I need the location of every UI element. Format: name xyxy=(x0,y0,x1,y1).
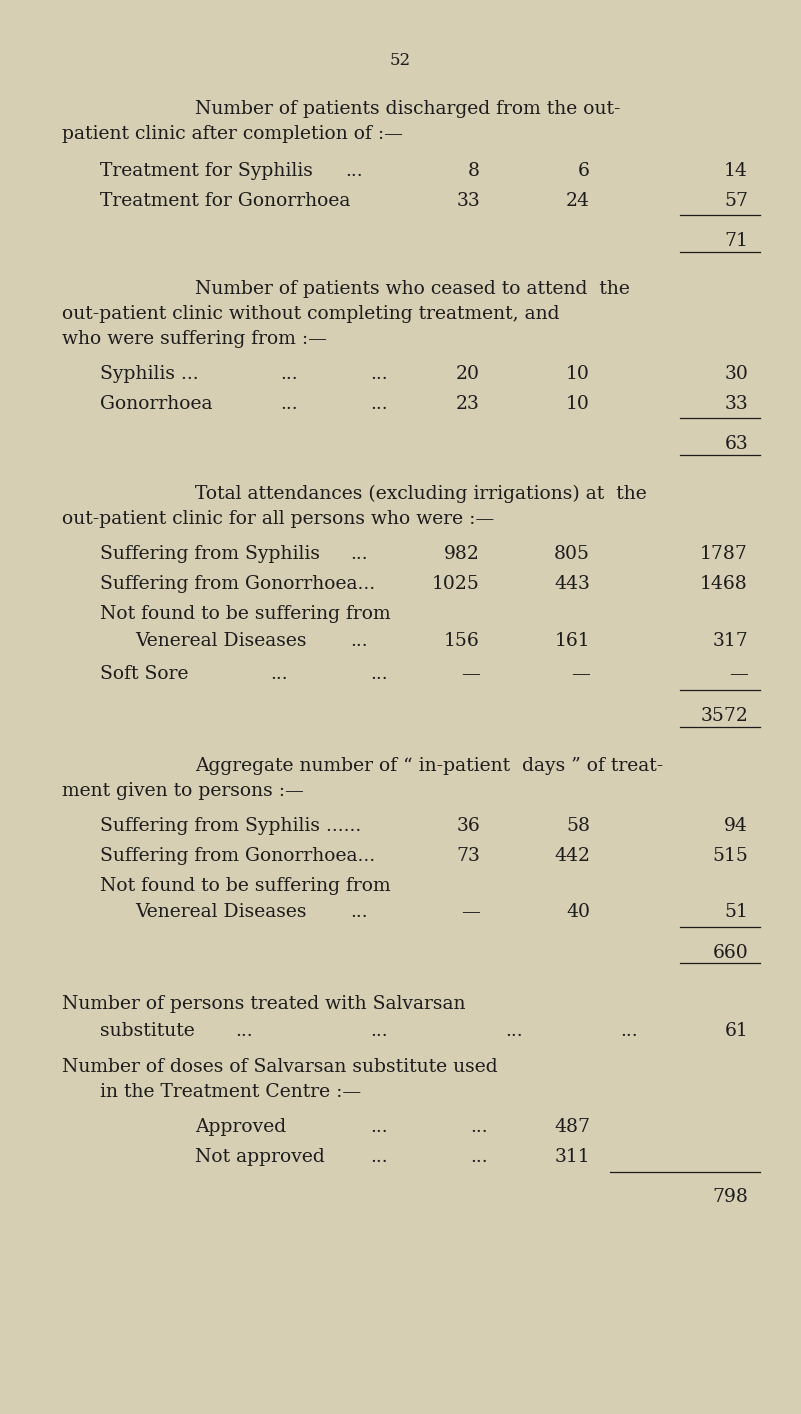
Text: substitute: substitute xyxy=(100,1022,195,1041)
Text: Soft Sore: Soft Sore xyxy=(100,665,188,683)
Text: 8: 8 xyxy=(468,163,480,180)
Text: 3572: 3572 xyxy=(700,707,748,725)
Text: 982: 982 xyxy=(444,544,480,563)
Text: ...: ... xyxy=(370,1022,388,1041)
Text: ment given to persons :—: ment given to persons :— xyxy=(62,782,304,800)
Text: —: — xyxy=(461,665,480,683)
Text: Not found to be suffering from: Not found to be suffering from xyxy=(100,877,391,895)
Text: 317: 317 xyxy=(712,632,748,650)
Text: ...: ... xyxy=(470,1148,488,1167)
Text: Venereal Diseases: Venereal Diseases xyxy=(135,904,307,921)
Text: Suffering from Syphilis: Suffering from Syphilis xyxy=(100,544,320,563)
Text: ...: ... xyxy=(350,904,368,921)
Text: Suffering from Gonorrhoea...: Suffering from Gonorrhoea... xyxy=(100,847,375,865)
Text: —: — xyxy=(461,904,480,921)
Text: ...: ... xyxy=(370,1118,388,1135)
Text: ...: ... xyxy=(350,632,368,650)
Text: 94: 94 xyxy=(724,817,748,836)
Text: 1468: 1468 xyxy=(700,575,748,592)
Text: 51: 51 xyxy=(724,904,748,921)
Text: Syphilis ...: Syphilis ... xyxy=(100,365,199,383)
Text: ...: ... xyxy=(280,395,298,413)
Text: 20: 20 xyxy=(456,365,480,383)
Text: 24: 24 xyxy=(566,192,590,211)
Text: ...: ... xyxy=(350,544,368,563)
Text: 660: 660 xyxy=(712,945,748,962)
Text: 58: 58 xyxy=(566,817,590,836)
Text: 40: 40 xyxy=(566,904,590,921)
Text: Venereal Diseases: Venereal Diseases xyxy=(135,632,307,650)
Text: 487: 487 xyxy=(554,1118,590,1135)
Text: 443: 443 xyxy=(554,575,590,592)
Text: 14: 14 xyxy=(724,163,748,180)
Text: out-patient clinic without completing treatment, and: out-patient clinic without completing tr… xyxy=(62,305,560,322)
Text: ...: ... xyxy=(370,365,388,383)
Text: 63: 63 xyxy=(724,436,748,452)
Text: Treatment for Syphilis: Treatment for Syphilis xyxy=(100,163,313,180)
Text: 61: 61 xyxy=(724,1022,748,1041)
Text: 10: 10 xyxy=(566,365,590,383)
Text: 161: 161 xyxy=(554,632,590,650)
Text: Number of persons treated with Salvarsan: Number of persons treated with Salvarsan xyxy=(62,995,465,1012)
Text: in the Treatment Centre :—: in the Treatment Centre :— xyxy=(100,1083,361,1102)
Text: ...: ... xyxy=(620,1022,638,1041)
Text: 33: 33 xyxy=(724,395,748,413)
Text: ...: ... xyxy=(345,163,363,180)
Text: —: — xyxy=(571,665,590,683)
Text: ...: ... xyxy=(370,395,388,413)
Text: 442: 442 xyxy=(554,847,590,865)
Text: 10: 10 xyxy=(566,395,590,413)
Text: ...: ... xyxy=(280,365,298,383)
Text: ...: ... xyxy=(270,665,288,683)
Text: Total attendances (excluding irrigations) at  the: Total attendances (excluding irrigations… xyxy=(195,485,646,503)
Text: Not found to be suffering from: Not found to be suffering from xyxy=(100,605,391,624)
Text: 156: 156 xyxy=(445,632,480,650)
Text: —: — xyxy=(729,665,748,683)
Text: Number of patients who ceased to attend  the: Number of patients who ceased to attend … xyxy=(195,280,630,298)
Text: ...: ... xyxy=(370,665,388,683)
Text: Number of patients discharged from the out-: Number of patients discharged from the o… xyxy=(195,100,621,117)
Text: out-patient clinic for all persons who were :—: out-patient clinic for all persons who w… xyxy=(62,510,494,527)
Text: Number of doses of Salvarsan substitute used: Number of doses of Salvarsan substitute … xyxy=(62,1058,497,1076)
Text: 71: 71 xyxy=(724,232,748,250)
Text: ...: ... xyxy=(470,1118,488,1135)
Text: 23: 23 xyxy=(456,395,480,413)
Text: 57: 57 xyxy=(724,192,748,211)
Text: Approved: Approved xyxy=(195,1118,286,1135)
Text: 30: 30 xyxy=(724,365,748,383)
Text: Suffering from Syphilis ......: Suffering from Syphilis ...... xyxy=(100,817,361,836)
Text: 6: 6 xyxy=(578,163,590,180)
Text: ...: ... xyxy=(370,1148,388,1167)
Text: 1787: 1787 xyxy=(700,544,748,563)
Text: ...: ... xyxy=(505,1022,522,1041)
Text: 33: 33 xyxy=(457,192,480,211)
Text: 52: 52 xyxy=(389,52,411,69)
Text: Aggregate number of “ in-patient  days ” of treat-: Aggregate number of “ in-patient days ” … xyxy=(195,756,663,775)
Text: 1025: 1025 xyxy=(432,575,480,592)
Text: Not approved: Not approved xyxy=(195,1148,324,1167)
Text: 805: 805 xyxy=(554,544,590,563)
Text: 36: 36 xyxy=(457,817,480,836)
Text: 798: 798 xyxy=(712,1188,748,1206)
Text: 311: 311 xyxy=(554,1148,590,1167)
Text: ...: ... xyxy=(235,1022,252,1041)
Text: Suffering from Gonorrhoea...: Suffering from Gonorrhoea... xyxy=(100,575,375,592)
Text: who were suffering from :—: who were suffering from :— xyxy=(62,329,327,348)
Text: patient clinic after completion of :—: patient clinic after completion of :— xyxy=(62,124,403,143)
Text: Treatment for Gonorrhoea: Treatment for Gonorrhoea xyxy=(100,192,350,211)
Text: 73: 73 xyxy=(456,847,480,865)
Text: 515: 515 xyxy=(712,847,748,865)
Text: Gonorrhoea: Gonorrhoea xyxy=(100,395,212,413)
